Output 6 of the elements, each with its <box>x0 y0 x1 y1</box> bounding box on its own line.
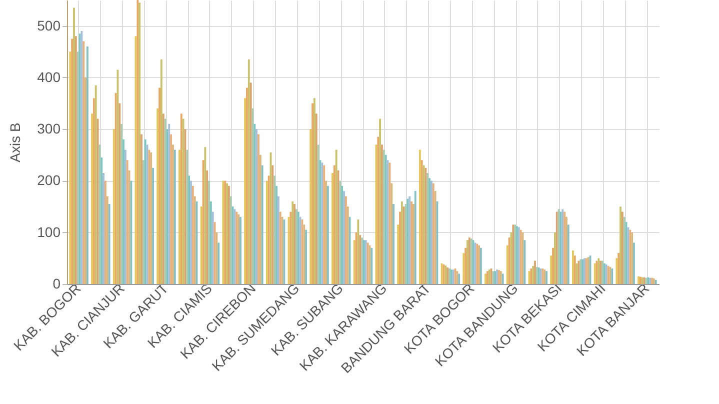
y-axis-title: Axis B <box>7 122 24 162</box>
y-tick-label: 100 <box>37 224 61 240</box>
y-tick-label: 300 <box>37 120 61 137</box>
y-tick-label: 500 <box>37 17 61 34</box>
y-tick-label: 200 <box>37 172 61 188</box>
y-tick-label: 400 <box>37 68 61 85</box>
